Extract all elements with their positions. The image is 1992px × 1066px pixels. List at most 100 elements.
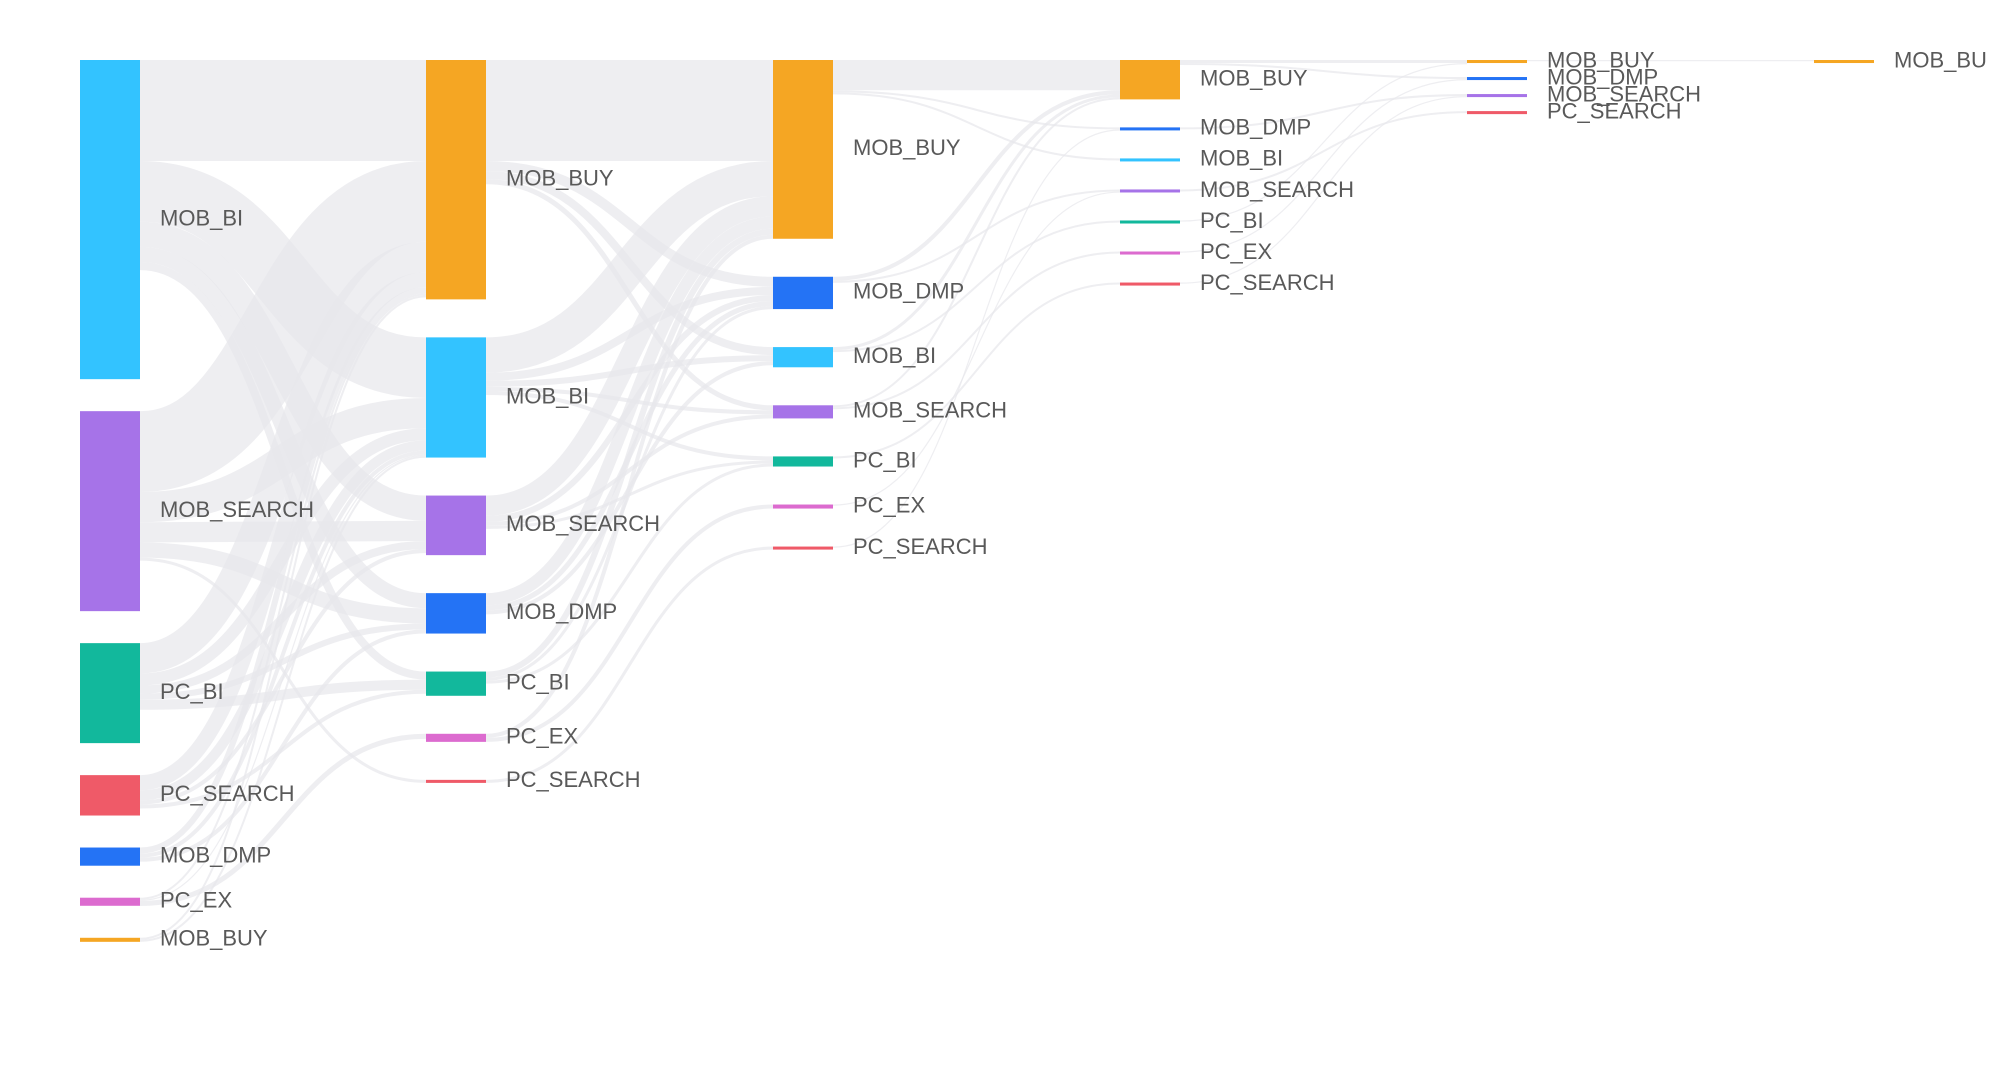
link-57-mob-search-to-pc-ex bbox=[832, 251, 1121, 410]
label-stage-2-mob-dmp: MOB_DMP bbox=[853, 279, 964, 304]
node-stage-1-pc-search bbox=[426, 779, 486, 783]
label-stage-4-mob-buy: MOB_BUY bbox=[1547, 47, 1655, 72]
node-stage-4-mob-buy bbox=[1467, 60, 1527, 64]
node-stage-0-pc-search bbox=[80, 775, 140, 816]
link-66-pc-ex-to-mob-dmp bbox=[1179, 79, 1468, 253]
label-stage-2-pc-search: PC_SEARCH bbox=[853, 534, 987, 559]
link-54-mob-bi-to-mob-buy bbox=[832, 94, 1121, 351]
node-stage-1-mob-search bbox=[426, 495, 486, 556]
link-30-mob-buy-to-mob-search bbox=[485, 179, 774, 411]
label-stage-3-mob-buy: MOB_BUY bbox=[1200, 66, 1308, 91]
label-stage-3-mob-dmp: MOB_DMP bbox=[1200, 115, 1311, 140]
node-stage-2-pc-search bbox=[773, 546, 833, 550]
label-stage-0-mob-buy: MOB_BUY bbox=[160, 926, 268, 951]
label-stage-1-pc-ex: PC_EX bbox=[506, 724, 578, 749]
label-stage-2-mob-bi: MOB_BI bbox=[853, 343, 936, 368]
link-45-pc-bi-to-pc-bi bbox=[485, 463, 774, 684]
node-stage-3-pc-search bbox=[1120, 282, 1180, 286]
link-43-pc-bi-to-mob-buy bbox=[485, 228, 774, 678]
label-stage-1-pc-search: PC_SEARCH bbox=[506, 767, 640, 792]
link-25-mob-buy-to-mob-buy bbox=[139, 295, 427, 940]
node-stage-2-mob-bi bbox=[773, 347, 833, 368]
link-60-pc-search-to-mob-dmp bbox=[832, 129, 1121, 548]
label-stage-4-mob-search: MOB_SEARCH bbox=[1547, 81, 1701, 106]
link-51-mob-buy-to-mob-bi bbox=[832, 92, 1121, 161]
label-stage-2-mob-search: MOB_SEARCH bbox=[853, 398, 1007, 423]
node-stage-0-pc-ex bbox=[80, 897, 140, 906]
link-21-mob-dmp-to-mob-dmp bbox=[139, 629, 427, 862]
label-stage-3-pc-ex: PC_EX bbox=[1200, 239, 1272, 264]
link-22-pc-ex-to-mob-buy bbox=[139, 293, 427, 900]
link-26-mob-buy-to-mob-bi bbox=[139, 455, 427, 942]
label-stage-1-mob-search: MOB_SEARCH bbox=[506, 511, 660, 536]
link-67-pc-search-to-mob-search bbox=[1179, 96, 1468, 284]
node-stage-0-mob-buy bbox=[80, 937, 140, 942]
link-13-pc-bi-to-mob-dmp bbox=[139, 623, 427, 700]
label-stage-0-mob-bi: MOB_BI bbox=[160, 205, 243, 230]
node-stage-4-pc-search bbox=[1467, 111, 1527, 115]
link-58-pc-bi-to-pc-search bbox=[832, 282, 1121, 459]
link-62-mob-buy-to-mob-dmp bbox=[1179, 63, 1468, 80]
label-stage-0-mob-dmp: MOB_DMP bbox=[160, 842, 271, 867]
link-36-mob-search-to-mob-buy bbox=[485, 196, 774, 516]
node-stage-2-pc-ex bbox=[773, 504, 833, 509]
node-stage-0-mob-dmp bbox=[80, 847, 140, 866]
link-10-pc-bi-to-mob-buy bbox=[138, 241, 428, 674]
node-stage-1-mob-dmp bbox=[426, 593, 486, 634]
link-64-mob-search-to-pc-search bbox=[1179, 111, 1468, 192]
label-stage-1-pc-bi: PC_BI bbox=[506, 669, 570, 694]
node-stage-1-mob-buy bbox=[426, 60, 486, 300]
link-46-pc-ex-to-mob-buy bbox=[485, 234, 774, 738]
link-20-mob-dmp-to-mob-bi bbox=[139, 450, 427, 858]
link-19-mob-dmp-to-mob-buy bbox=[139, 287, 427, 854]
link-53-mob-dmp-to-mob-search bbox=[832, 189, 1121, 283]
label-stage-3-pc-bi: PC_BI bbox=[1200, 208, 1264, 233]
link-15-pc-search-to-mob-buy bbox=[139, 272, 427, 791]
node-stage-2-mob-buy bbox=[773, 60, 833, 239]
nodes-layer bbox=[80, 60, 1874, 942]
label-stage-1-mob-bi: MOB_BI bbox=[506, 383, 589, 408]
label-stage-0-pc-search: PC_SEARCH bbox=[160, 781, 294, 806]
node-stage-5-mob-bu bbox=[1814, 60, 1874, 64]
node-stage-4-mob-dmp bbox=[1467, 77, 1527, 81]
node-stage-0-mob-bi bbox=[80, 60, 140, 380]
link-65-pc-bi-to-mob-buy bbox=[1179, 63, 1468, 222]
node-stage-0-pc-bi bbox=[80, 643, 140, 744]
node-stage-3-mob-search bbox=[1120, 189, 1180, 193]
label-stage-4-mob-dmp: MOB_DMP bbox=[1547, 64, 1658, 89]
label-stage-2-pc-bi: PC_BI bbox=[853, 447, 917, 472]
link-31-mob-bi-to-mob-buy bbox=[485, 161, 774, 373]
link-38-mob-search-to-mob-search bbox=[485, 414, 774, 526]
node-stage-3-pc-ex bbox=[1120, 251, 1180, 255]
node-stage-4-mob-search bbox=[1467, 94, 1527, 98]
node-stage-3-mob-buy bbox=[1120, 60, 1180, 100]
label-stage-3-pc-search: PC_SEARCH bbox=[1200, 270, 1334, 295]
link-56-mob-search-to-mob-buy bbox=[832, 97, 1121, 408]
link-14-pc-bi-to-pc-bi bbox=[139, 679, 427, 710]
link-9-mob-search-to-pc-search bbox=[139, 557, 427, 783]
link-5-mob-search-to-mob-buy bbox=[137, 161, 429, 492]
link-63-mob-dmp-to-mob-search bbox=[1179, 94, 1468, 130]
link-48-pc-search-to-pc-search bbox=[485, 546, 774, 783]
label-stage-0-pc-bi: PC_BI bbox=[160, 679, 224, 704]
link-50-mob-buy-to-mob-dmp bbox=[832, 90, 1121, 130]
label-stage-1-mob-buy: MOB_BUY bbox=[506, 165, 614, 190]
link-55-mob-bi-to-pc-bi bbox=[832, 220, 1121, 353]
links-layer bbox=[137, 59, 1814, 942]
link-8-mob-search-to-mob-dmp bbox=[139, 542, 427, 624]
node-stage-3-mob-bi bbox=[1120, 158, 1180, 162]
link-23-pc-ex-to-mob-bi bbox=[139, 454, 427, 901]
node-stage-1-pc-bi bbox=[426, 671, 486, 696]
node-stage-2-pc-bi bbox=[773, 456, 833, 467]
label-stage-3-mob-search: MOB_SEARCH bbox=[1200, 177, 1354, 202]
label-stage-0-pc-ex: PC_EX bbox=[160, 888, 232, 913]
node-stage-2-mob-search bbox=[773, 405, 833, 419]
node-stage-3-pc-bi bbox=[1120, 220, 1180, 224]
node-stage-1-pc-ex bbox=[426, 733, 486, 742]
labels-layer: MOB_BI MOB_SEARCH PC_BI PC_SEARCH MOB_DMP PC_… bbox=[160, 47, 1987, 950]
link-52-mob-dmp-to-mob-buy bbox=[832, 90, 1121, 281]
link-28-mob-buy-to-mob-dmp bbox=[485, 161, 774, 287]
label-stage-3-mob-bi: MOB_BI bbox=[1200, 146, 1283, 171]
